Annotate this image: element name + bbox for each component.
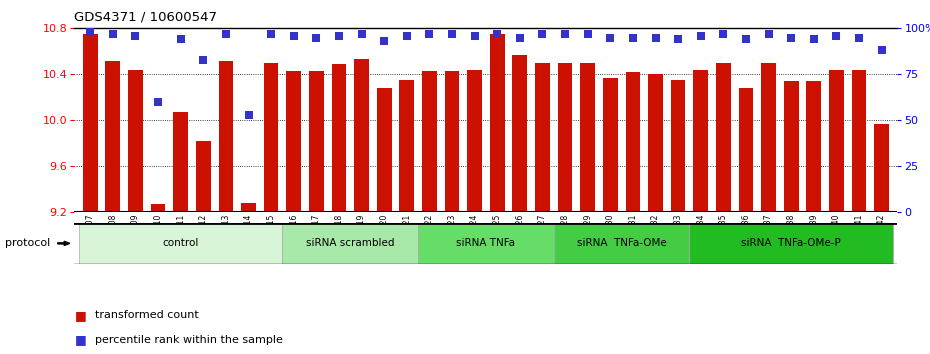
Text: siRNA TNFa: siRNA TNFa xyxy=(457,238,515,249)
Point xyxy=(580,31,595,37)
Bar xyxy=(694,70,708,212)
Bar xyxy=(354,59,369,212)
Point xyxy=(874,47,889,53)
Bar xyxy=(490,34,505,212)
Bar xyxy=(418,223,553,264)
Text: GDS4371 / 10600547: GDS4371 / 10600547 xyxy=(74,11,218,24)
Bar xyxy=(377,88,392,212)
Bar xyxy=(603,78,618,212)
Point xyxy=(196,57,211,62)
Point xyxy=(490,31,505,37)
Bar xyxy=(762,63,776,212)
Bar xyxy=(852,70,867,212)
Point xyxy=(852,35,867,40)
Point xyxy=(128,33,143,39)
Point xyxy=(83,29,98,35)
Point xyxy=(219,31,233,37)
Text: siRNA  TNFa-OMe: siRNA TNFa-OMe xyxy=(577,238,667,249)
Point xyxy=(535,31,550,37)
Point xyxy=(286,33,301,39)
Bar xyxy=(332,64,346,212)
Bar xyxy=(196,141,210,212)
Point xyxy=(377,38,392,44)
Text: control: control xyxy=(163,238,199,249)
Bar xyxy=(738,88,753,212)
Bar xyxy=(580,63,595,212)
Bar xyxy=(806,81,821,212)
Bar xyxy=(648,74,663,212)
Bar xyxy=(671,80,685,212)
Bar xyxy=(309,71,324,212)
Bar xyxy=(512,55,527,212)
Point xyxy=(467,33,482,39)
Bar xyxy=(445,71,459,212)
Text: ■: ■ xyxy=(74,333,86,346)
Bar xyxy=(535,63,550,212)
Text: siRNA  TNFa-OMe-P: siRNA TNFa-OMe-P xyxy=(741,238,841,249)
Point xyxy=(648,35,663,40)
Bar xyxy=(151,204,166,212)
Bar xyxy=(105,61,120,212)
Point xyxy=(603,35,618,40)
Bar xyxy=(83,34,98,212)
Bar xyxy=(79,223,283,264)
Point xyxy=(761,31,776,37)
Bar xyxy=(422,71,437,212)
Bar xyxy=(716,63,731,212)
Bar xyxy=(829,70,844,212)
Bar xyxy=(874,124,889,212)
Point xyxy=(241,112,256,118)
Text: siRNA scrambled: siRNA scrambled xyxy=(306,238,394,249)
Point xyxy=(422,31,437,37)
Point xyxy=(671,36,685,42)
Text: transformed count: transformed count xyxy=(95,310,199,320)
Text: ■: ■ xyxy=(74,309,86,321)
Point xyxy=(331,33,346,39)
Text: protocol: protocol xyxy=(5,238,50,249)
Bar xyxy=(283,223,418,264)
Bar xyxy=(286,71,301,212)
Point xyxy=(806,36,821,42)
Bar xyxy=(128,70,143,212)
Point xyxy=(738,36,753,42)
Bar xyxy=(241,203,256,212)
Point xyxy=(445,31,459,37)
Point xyxy=(784,35,799,40)
Point xyxy=(173,36,188,42)
Bar xyxy=(689,223,893,264)
Bar xyxy=(219,61,233,212)
Bar xyxy=(467,70,482,212)
Point xyxy=(151,99,166,105)
Bar xyxy=(553,223,689,264)
Point xyxy=(512,35,527,40)
Bar xyxy=(264,63,278,212)
Point xyxy=(716,31,731,37)
Bar xyxy=(400,80,414,212)
Point xyxy=(558,31,573,37)
Point xyxy=(105,31,120,37)
Bar xyxy=(558,63,572,212)
Point xyxy=(693,33,708,39)
Bar xyxy=(173,112,188,212)
Text: percentile rank within the sample: percentile rank within the sample xyxy=(95,335,283,345)
Point xyxy=(264,31,279,37)
Bar xyxy=(626,72,640,212)
Point xyxy=(354,31,369,37)
Point xyxy=(399,33,414,39)
Point xyxy=(309,35,324,40)
Bar xyxy=(784,81,799,212)
Point xyxy=(626,35,641,40)
Point xyxy=(829,33,844,39)
